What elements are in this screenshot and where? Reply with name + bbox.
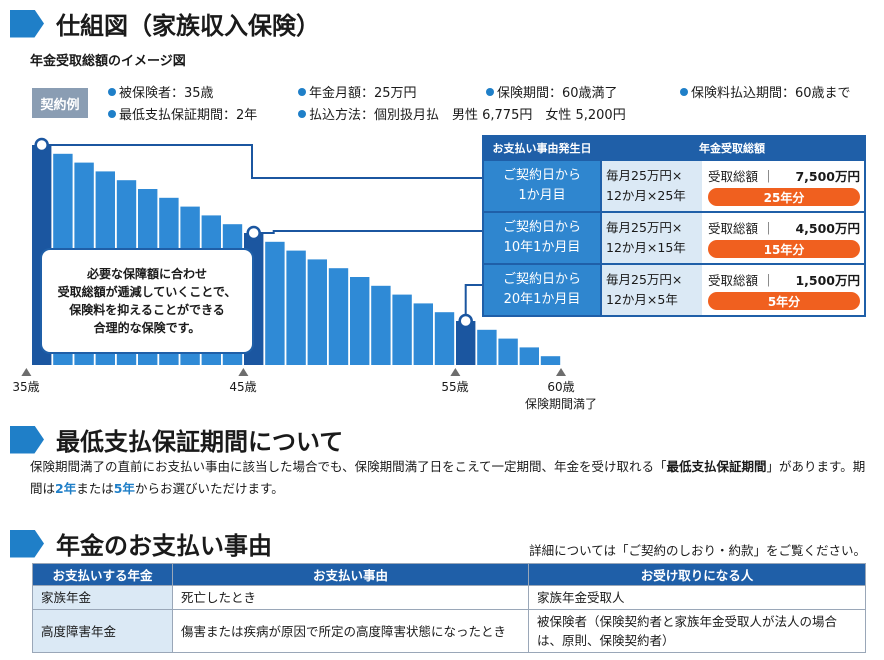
chart-bar <box>286 250 306 365</box>
benefit-row: ご契約日から 10年1か月目 毎月25万円× 12か月×15年 受取総額 ｜ 4,50… <box>484 211 864 263</box>
header-date: お支払い事由発生日 <box>492 142 592 155</box>
arrow-marker-icon <box>10 9 44 38</box>
condition-item: 払込方法：個別扱月払 男性 6,775円 女性 5,200円 <box>298 104 626 123</box>
explanation-callout: 必要な保障額に合わせ 受取総額が逓減していくことで、 保険料を抑えることができる… <box>40 248 254 354</box>
column-header: お支払いする年金 <box>32 563 173 586</box>
payment-start-cell: ご契約日から 1か月目 <box>484 161 600 211</box>
total-cell: 受取総額 ｜ 7,500万円 25年分 <box>702 161 864 211</box>
chart-bar <box>434 312 455 365</box>
section-header-structure: 仕組図（家族収入保険） <box>10 6 320 41</box>
years-badge: 25年分 <box>708 188 860 206</box>
chart-bar <box>477 329 497 365</box>
pension-name: 高度障害年金 <box>32 609 173 653</box>
callout-line: 合理的な保険です。 <box>93 321 201 335</box>
connector-line <box>464 284 482 321</box>
bullet-icon <box>298 88 306 96</box>
option-5-years: 5年 <box>113 481 135 496</box>
arrow-marker-icon <box>10 529 44 558</box>
bullet-icon <box>486 88 494 96</box>
expiry-label: 保険期間満了 <box>524 397 598 411</box>
payment-start-cell: ご契約日から 10年1か月目 <box>484 213 600 263</box>
section-title: 最低支払保証期間について <box>56 428 344 456</box>
condition-item: 年金月額：25万円 <box>298 82 417 101</box>
chart-bar <box>540 356 561 365</box>
arrow-marker-icon <box>10 425 44 454</box>
bullet-icon <box>108 88 116 96</box>
detail-note: 詳細については「ご契約のしおり・約款」をご覧ください。 <box>529 543 866 558</box>
payment-reason-table: お支払いする年金 お支払い事由 お受け取りになる人 家族年金 死亡したとき 家族… <box>32 563 866 653</box>
section-header-guarantee: 最低支払保証期間について <box>10 422 343 457</box>
connector-line <box>41 144 482 179</box>
term-highlight: 最低支払保証期間 <box>666 459 767 474</box>
condition-item: 保険料払込期間：60歳まで <box>680 82 851 101</box>
age-marker-55: 55歳 <box>441 368 469 395</box>
benefit-row: ご契約日から 20年1か月目 毎月25万円× 12か月×5年 受取総額 ｜ 1,500… <box>484 263 864 315</box>
condition-item: 最低支払保証期間：2年 <box>108 104 257 123</box>
total-amount: 1,500万円 <box>795 273 860 288</box>
calculation-cell: 毎月25万円× 12か月×15年 <box>600 213 702 263</box>
chart-bar <box>498 338 518 365</box>
table-row: 家族年金 死亡したとき 家族年金受取人 <box>32 585 866 610</box>
column-header: お支払い事由 <box>172 563 529 586</box>
payment-start-cell: ご契約日から 20年1か月目 <box>484 265 600 315</box>
connector-line <box>253 230 482 234</box>
bullet-icon <box>680 88 688 96</box>
callout-line: 受取総額が逓減していくことで、 <box>57 285 237 299</box>
bullet-icon <box>108 110 116 118</box>
calculation-cell: 毎月25万円× 12か月×5年 <box>600 265 702 315</box>
table-header-row: お支払いする年金 お支払い事由 お受け取りになる人 <box>32 563 866 586</box>
table-row: 高度障害年金 傷害または疾病が原因で所定の高度障害状態になったとき 被保険者（保… <box>32 609 866 653</box>
triangle-icon <box>21 368 31 376</box>
callout-line: 必要な保障額に合わせ <box>86 267 207 281</box>
total-cell: 受取総額 ｜ 1,500万円 5年分 <box>702 265 864 315</box>
age-marker-45: 45歳 <box>229 368 257 395</box>
chart-bar <box>519 347 539 365</box>
chart-bar <box>371 285 391 365</box>
total-cell: 受取総額 ｜ 4,500万円 15年分 <box>702 213 864 263</box>
highlight-point <box>458 313 473 329</box>
chart-bar <box>392 294 412 365</box>
chart-bar <box>265 241 285 365</box>
years-badge: 5年分 <box>708 292 860 310</box>
chart-bar <box>307 259 327 365</box>
highlight-point <box>34 137 49 153</box>
recipient: 被保険者（保険契約者と家族年金受取人が法人の場合は、原則、保険契約者） <box>528 609 866 653</box>
section-header-payment-reasons: 年金のお支払い事由 <box>10 526 272 561</box>
diagram-subtitle: 年金受取総額のイメージ図 <box>30 54 186 69</box>
chart-bar <box>413 303 433 365</box>
guarantee-description: 保険期間満了の直前にお支払い事由に該当した場合でも、保険期間満了日をこえて一定期… <box>30 459 866 496</box>
callout-line: 保険料を抑えることができる <box>69 303 225 317</box>
bullet-icon <box>298 110 306 118</box>
calculation-cell: 毎月25万円× 12か月×25年 <box>600 161 702 211</box>
chart-bar <box>456 321 476 365</box>
condition-item: 保険期間：60歳満了 <box>486 82 618 101</box>
triangle-icon <box>450 368 460 376</box>
condition-item: 被保険者：35歳 <box>108 82 214 101</box>
option-2-years: 2年 <box>55 481 77 496</box>
pension-name: 家族年金 <box>32 585 173 610</box>
recipient: 家族年金受取人 <box>528 585 866 610</box>
section-title: 仕組図（家族収入保険） <box>56 12 320 40</box>
chart-bar <box>328 268 349 365</box>
age-marker-35: 35歳 <box>12 368 40 395</box>
header-total: 年金受取総額 <box>699 142 765 155</box>
triangle-icon <box>555 368 566 376</box>
years-badge: 15年分 <box>708 240 860 258</box>
section-title: 年金のお支払い事由 <box>56 532 272 560</box>
total-amount: 4,500万円 <box>795 221 860 236</box>
benefit-table-header: お支払い事由発生日 年金受取総額 <box>484 137 864 159</box>
highlight-point <box>246 225 261 241</box>
total-amount: 7,500万円 <box>795 169 860 184</box>
contract-example-badge: 契約例 <box>32 88 88 118</box>
age-marker-60: 60歳 保険期間満了 <box>525 368 597 412</box>
triangle-icon <box>238 368 248 376</box>
benefit-row: ご契約日から 1か月目 毎月25万円× 12か月×25年 受取総額 ｜ 7,500万円… <box>484 159 864 211</box>
chart-bar <box>350 277 370 365</box>
payment-reason: 傷害または疾病が原因で所定の高度障害状態になったとき <box>172 609 529 653</box>
payment-reason: 死亡したとき <box>172 585 529 610</box>
column-header: お受け取りになる人 <box>528 563 866 586</box>
benefit-table: お支払い事由発生日 年金受取総額 ご契約日から 1か月目 毎月25万円× 12か月×… <box>482 135 866 317</box>
